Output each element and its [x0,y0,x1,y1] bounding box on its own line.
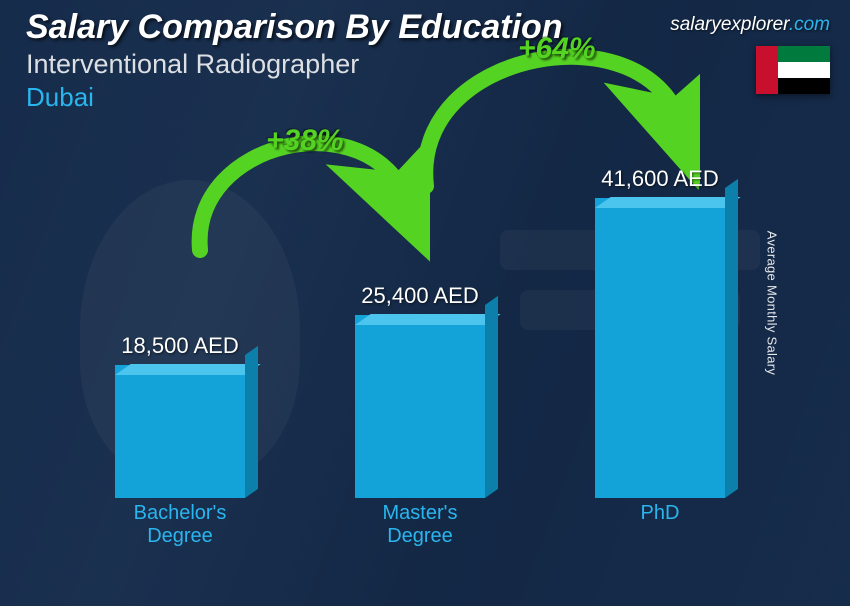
flag-hoist [756,46,778,94]
page-subtitle: Interventional Radiographer [26,49,830,80]
x-axis-labels: Bachelor'sDegree Master'sDegree PhD [60,502,780,546]
bars-container: 18,500 AED 25,400 AED 41,600 AED [60,150,780,498]
bar-value: 41,600 AED [601,166,718,192]
page-location: Dubai [26,82,830,113]
bar-value: 18,500 AED [121,333,238,359]
bar-shape [115,365,245,498]
bar-2: 41,600 AED [580,166,740,498]
bar-shape [595,198,725,498]
x-label: Master'sDegree [340,502,500,546]
bar-0: 18,500 AED [100,333,260,498]
x-label: Bachelor'sDegree [100,502,260,546]
bar-value: 25,400 AED [361,283,478,309]
brand-logo: salaryexplorer.com [670,14,830,36]
x-label: PhD [580,502,740,546]
brand-name: salaryexplorer [670,14,789,35]
brand-suffix: .com [789,14,830,35]
bar-chart: +38% +64% 18,500 AED25,400 AED41,600 AED… [60,150,780,546]
uae-flag-icon [756,46,830,94]
bar-1: 25,400 AED [340,283,500,498]
bar-shape [355,315,485,498]
